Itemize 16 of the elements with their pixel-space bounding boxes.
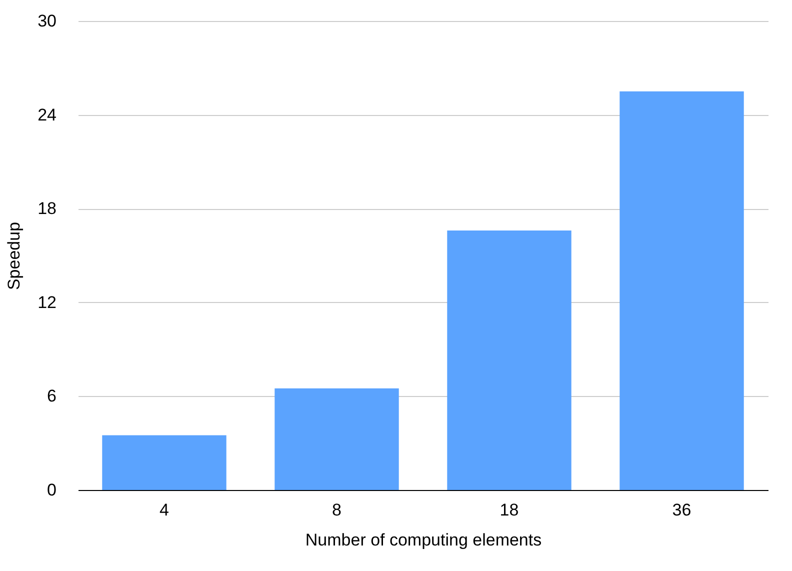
bar xyxy=(274,388,399,490)
y-axis-title: Speedup xyxy=(4,222,24,290)
y-tick-label: 24 xyxy=(38,105,56,124)
x-tick-label: 4 xyxy=(160,500,169,520)
x-tick-label: 36 xyxy=(672,500,692,520)
x-axis-title: Number of computing elements xyxy=(305,530,542,550)
y-tick-label: 6 xyxy=(47,386,56,406)
x-tick-label: 8 xyxy=(332,500,342,520)
y-tick-label: 18 xyxy=(38,199,56,218)
bar xyxy=(447,230,572,490)
y-tick-label: 0 xyxy=(47,480,56,500)
y-tick-label: 12 xyxy=(38,292,56,312)
x-tick-label: 18 xyxy=(500,500,519,520)
bar xyxy=(620,91,744,490)
y-tick-label: 30 xyxy=(38,12,56,30)
bar xyxy=(102,435,226,490)
